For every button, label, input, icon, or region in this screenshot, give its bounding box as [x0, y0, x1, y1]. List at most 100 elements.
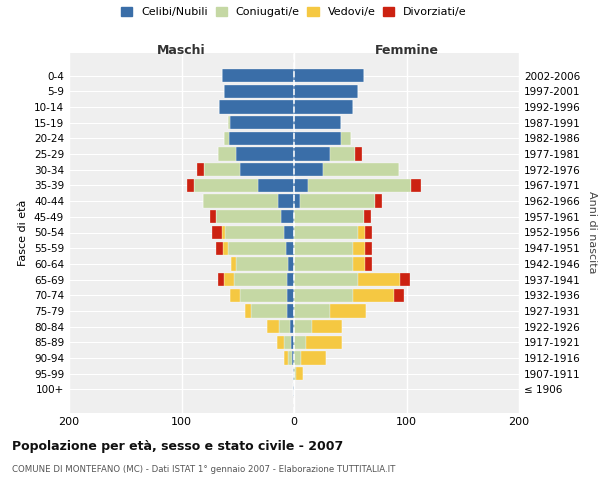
- Bar: [358, 226, 365, 239]
- Bar: [287, 304, 294, 318]
- Bar: [294, 367, 296, 380]
- Bar: [287, 288, 294, 302]
- Bar: [227, 116, 230, 130]
- Bar: [294, 132, 341, 145]
- Bar: [235, 273, 287, 286]
- Bar: [218, 273, 224, 286]
- Bar: [355, 148, 361, 160]
- Bar: [307, 336, 343, 349]
- Bar: [365, 242, 371, 255]
- Bar: [294, 178, 308, 192]
- Bar: [197, 163, 204, 176]
- Bar: [296, 367, 303, 380]
- Bar: [400, 273, 410, 286]
- Bar: [292, 352, 294, 364]
- Bar: [194, 178, 258, 192]
- Bar: [294, 148, 330, 160]
- Bar: [280, 320, 290, 334]
- Bar: [330, 304, 366, 318]
- Bar: [353, 288, 394, 302]
- Bar: [281, 210, 294, 224]
- Bar: [294, 84, 358, 98]
- Bar: [353, 242, 365, 255]
- Bar: [245, 304, 251, 318]
- Bar: [364, 210, 371, 224]
- Bar: [293, 367, 294, 380]
- Bar: [323, 163, 398, 176]
- Bar: [222, 69, 294, 82]
- Text: COMUNE DI MONTEFANO (MC) - Dati ISTAT 1° gennaio 2007 - Elaborazione TUTTITALIA.: COMUNE DI MONTEFANO (MC) - Dati ISTAT 1°…: [12, 466, 395, 474]
- Text: Maschi: Maschi: [157, 44, 206, 57]
- Bar: [230, 116, 294, 130]
- Bar: [284, 226, 294, 239]
- Bar: [341, 132, 352, 145]
- Bar: [294, 273, 358, 286]
- Bar: [294, 194, 299, 208]
- Bar: [294, 163, 323, 176]
- Text: Popolazione per età, sesso e stato civile - 2007: Popolazione per età, sesso e stato civil…: [12, 440, 343, 453]
- Bar: [187, 178, 194, 192]
- Bar: [209, 210, 217, 224]
- Bar: [286, 242, 294, 255]
- Bar: [294, 320, 312, 334]
- Bar: [251, 304, 287, 318]
- Bar: [330, 148, 355, 160]
- Bar: [231, 257, 235, 270]
- Bar: [240, 288, 287, 302]
- Bar: [294, 288, 353, 302]
- Bar: [294, 242, 353, 255]
- Bar: [294, 257, 353, 270]
- Legend: Celibi/Nubili, Coniugati/e, Vedovi/e, Divorziati/e: Celibi/Nubili, Coniugati/e, Vedovi/e, Di…: [117, 2, 471, 22]
- Bar: [222, 226, 226, 239]
- Bar: [224, 132, 229, 145]
- Bar: [229, 132, 294, 145]
- Bar: [224, 84, 294, 98]
- Bar: [226, 226, 284, 239]
- Bar: [290, 320, 294, 334]
- Bar: [287, 273, 294, 286]
- Bar: [301, 352, 325, 364]
- Bar: [294, 336, 307, 349]
- Bar: [212, 226, 222, 239]
- Y-axis label: Anni di nascita: Anni di nascita: [587, 191, 597, 274]
- Bar: [203, 194, 278, 208]
- Bar: [299, 194, 375, 208]
- Bar: [290, 336, 294, 349]
- Bar: [394, 288, 404, 302]
- Bar: [223, 242, 227, 255]
- Bar: [227, 242, 286, 255]
- Bar: [258, 178, 294, 192]
- Bar: [294, 226, 358, 239]
- Bar: [353, 257, 365, 270]
- Bar: [230, 288, 240, 302]
- Bar: [358, 273, 400, 286]
- Bar: [308, 178, 411, 192]
- Bar: [217, 242, 223, 255]
- Bar: [277, 336, 284, 349]
- Bar: [267, 320, 280, 334]
- Bar: [240, 163, 294, 176]
- Bar: [289, 257, 294, 270]
- Bar: [218, 148, 235, 160]
- Bar: [294, 352, 301, 364]
- Text: Femmine: Femmine: [374, 44, 439, 57]
- Bar: [365, 226, 371, 239]
- Bar: [293, 383, 294, 396]
- Bar: [294, 69, 364, 82]
- Bar: [294, 116, 341, 130]
- Bar: [218, 100, 294, 114]
- Bar: [294, 304, 330, 318]
- Bar: [235, 148, 294, 160]
- Bar: [217, 210, 281, 224]
- Bar: [235, 257, 289, 270]
- Bar: [224, 273, 235, 286]
- Bar: [284, 336, 290, 349]
- Bar: [411, 178, 421, 192]
- Bar: [375, 194, 382, 208]
- Bar: [278, 194, 294, 208]
- Bar: [365, 257, 371, 270]
- Bar: [294, 100, 353, 114]
- Bar: [294, 210, 364, 224]
- Bar: [289, 352, 292, 364]
- Bar: [284, 352, 289, 364]
